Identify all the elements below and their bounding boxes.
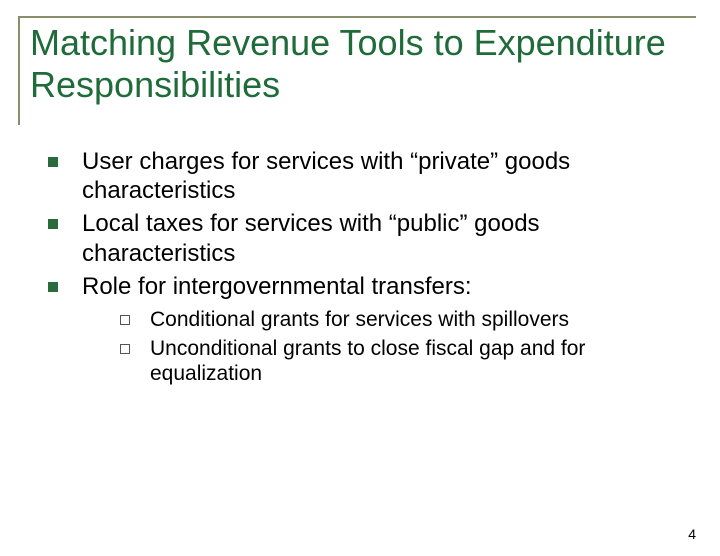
slide-body: User charges for services with “private”… (48, 147, 680, 387)
sub-bullet-text: Conditional grants for services with spi… (150, 308, 569, 331)
slide-title: Matching Revenue Tools to Expenditure Re… (30, 22, 696, 107)
sub-bullet-list: Conditional grants for services with spi… (120, 307, 680, 387)
slide: Matching Revenue Tools to Expenditure Re… (0, 16, 720, 556)
sub-bullet-item: Unconditional grants to close fiscal gap… (120, 336, 680, 387)
sub-bullet-text: Unconditional grants to close fiscal gap… (150, 337, 585, 386)
title-container: Matching Revenue Tools to Expenditure Re… (18, 16, 696, 125)
bullet-text: Role for intergovernmental transfers: (82, 273, 472, 300)
bullet-list: User charges for services with “private”… (48, 147, 680, 387)
bullet-item: Local taxes for services with “public” g… (48, 209, 680, 268)
bullet-item: User charges for services with “private”… (48, 147, 680, 206)
bullet-text: Local taxes for services with “public” g… (82, 210, 540, 266)
sub-bullet-item: Conditional grants for services with spi… (120, 307, 680, 333)
bullet-text: User charges for services with “private”… (82, 148, 570, 204)
bullet-item: Role for intergovernmental transfers: Co… (48, 272, 680, 387)
